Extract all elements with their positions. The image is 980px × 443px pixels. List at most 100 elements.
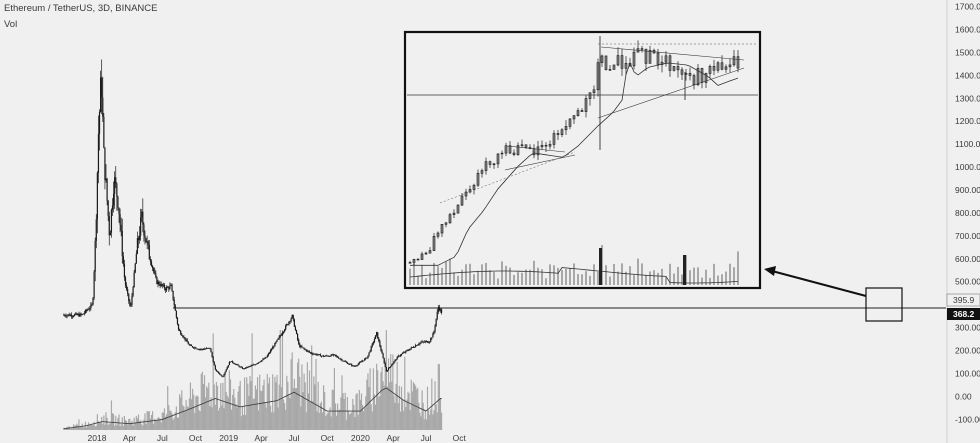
price-axis[interactable]: 1700.00 1600.00 1500.00 1400.00 1300.00 1200.… — [946, 0, 980, 443]
candle-body — [180, 331, 182, 335]
volume-bar — [361, 404, 364, 430]
volume-bar — [100, 421, 102, 430]
candle-body — [124, 277, 127, 286]
candle-body — [221, 375, 223, 377]
inset-volume-bar — [621, 263, 623, 285]
volume-bar — [339, 409, 341, 430]
time-axis[interactable]: 2018 Apr Jul Oct 2019 Apr Jul Oct 2020 Apr Jul Oct — [88, 433, 467, 443]
inset-volume-bar — [577, 273, 579, 285]
inset-candle-body — [580, 110, 584, 112]
volume-bar — [211, 407, 213, 430]
volume-bar — [272, 374, 274, 430]
candle-body — [414, 345, 417, 348]
time-tick-label: Oct — [189, 433, 203, 443]
price-tick-label: 1500.00 — [955, 47, 980, 57]
candle-body — [347, 363, 350, 365]
volume-bar — [63, 427, 65, 430]
price-tag-high-label: 395.9 — [953, 295, 975, 305]
candle-body — [93, 271, 95, 298]
inset-candle-body — [524, 144, 528, 148]
candle-body — [424, 341, 426, 343]
volume-bar — [269, 405, 272, 430]
candle-body — [279, 335, 281, 337]
candle-body — [326, 355, 328, 357]
candle-body — [364, 358, 366, 361]
volume-bar — [95, 425, 97, 430]
volume-bar — [238, 386, 240, 430]
volume-bars — [63, 330, 443, 430]
volume-bar — [197, 396, 199, 430]
candle-body — [107, 200, 109, 217]
candle-body — [435, 318, 437, 326]
volume-bar — [167, 386, 169, 430]
candle-body — [193, 347, 195, 349]
candle-body — [426, 341, 429, 343]
candle-body — [373, 339, 376, 343]
candle-body — [406, 350, 408, 352]
volume-bar — [91, 424, 93, 430]
candle-body — [170, 284, 172, 286]
candle-body — [167, 287, 169, 288]
inset-candle-body — [448, 214, 452, 224]
candle-body — [422, 341, 424, 343]
candle-body — [256, 363, 259, 364]
candle-body — [129, 300, 131, 306]
candle-body — [100, 77, 102, 113]
inset-candle-body — [656, 52, 660, 65]
volume-bar — [239, 380, 241, 430]
inset-candle-body — [596, 62, 600, 91]
candle-body — [308, 351, 311, 353]
volume-bar — [432, 414, 434, 430]
volume-bar — [380, 372, 382, 430]
volume-bar — [94, 426, 96, 430]
volume-bar — [107, 424, 109, 430]
price-tick-label: 1200.00 — [955, 116, 980, 126]
candle-body — [282, 331, 285, 333]
candle-body — [345, 361, 347, 363]
candle-body — [85, 309, 88, 311]
inset-candle-body — [620, 55, 624, 69]
inset-volume-bar — [645, 274, 647, 285]
volume-bar — [199, 411, 201, 430]
volume-bar — [97, 421, 100, 430]
volume-bar — [397, 403, 399, 430]
inset-candle-body — [428, 250, 432, 254]
volume-bar — [315, 358, 317, 430]
candle-body — [372, 342, 374, 344]
candle-body — [213, 361, 215, 366]
inset-volume-bar — [737, 251, 739, 285]
volume-bar — [271, 412, 273, 430]
volume-bar — [215, 382, 218, 430]
price-tick-label: 1600.00 — [955, 25, 980, 35]
volume-bar — [373, 394, 376, 430]
volume-bar — [186, 406, 188, 430]
inset-volume-bar — [697, 267, 699, 285]
candle-body — [338, 357, 340, 359]
candle-body — [136, 238, 139, 254]
time-tick-label: Apr — [255, 433, 268, 443]
volume-bar — [393, 395, 395, 430]
volume-bar — [128, 418, 130, 430]
candle-body — [254, 364, 256, 366]
candle-body — [407, 350, 409, 352]
candle-body — [369, 350, 371, 353]
candle-body — [216, 371, 219, 373]
volume-bar — [363, 411, 365, 430]
volume-label: Vol — [4, 19, 17, 30]
candle-body — [405, 350, 407, 353]
inset-candle-body — [548, 144, 552, 147]
inset-volume-bar — [649, 271, 651, 285]
volume-bar — [341, 375, 343, 430]
price-tick-label: 1100.00 — [955, 139, 980, 149]
volume-bar — [371, 411, 373, 430]
candle-body — [158, 281, 160, 285]
volume-bar — [360, 393, 363, 430]
volume-bar — [184, 410, 186, 430]
inset-volume-bar — [421, 264, 423, 285]
candle-body — [130, 304, 132, 306]
candle-body — [284, 329, 286, 332]
inset-volume-bar — [469, 263, 471, 285]
candle-body — [344, 361, 346, 362]
volume-bar — [82, 427, 84, 430]
